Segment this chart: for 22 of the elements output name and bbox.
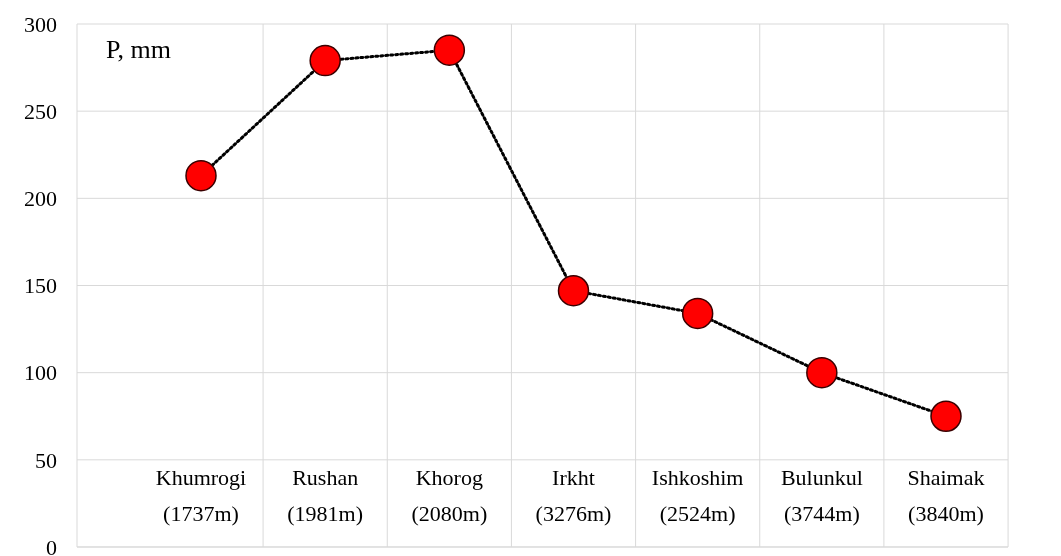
point [557,274,590,307]
x-tick-label: Irkht (3276m) [535,465,612,526]
y-tick-label: 100 [24,360,57,386]
y-axis-title: P, mm [106,35,172,64]
y-tick-label: 150 [24,273,57,299]
y-tick-label: 0 [46,534,57,556]
y-tick-label: 200 [24,186,57,212]
x-tick-label: Khorog (2080m) [411,465,488,526]
x-tick-label: Shaimak (3840m) [907,465,985,526]
point [433,34,466,66]
x-tick-label: Khumrogi (1737m) [155,465,247,526]
x-tick-label: Bulunkul (3744m) [780,465,863,526]
point [681,297,714,330]
x-tick-label: Rushan (1981m) [287,465,364,526]
point [930,400,962,432]
y-tick-label: 250 [24,98,57,124]
y-tick-label: 300 [24,11,57,37]
y-tick-label: 50 [35,447,57,473]
x-tick-label: Ishkoshim (2524m) [651,465,744,526]
point [309,44,341,77]
point [806,356,838,389]
point [185,159,217,192]
